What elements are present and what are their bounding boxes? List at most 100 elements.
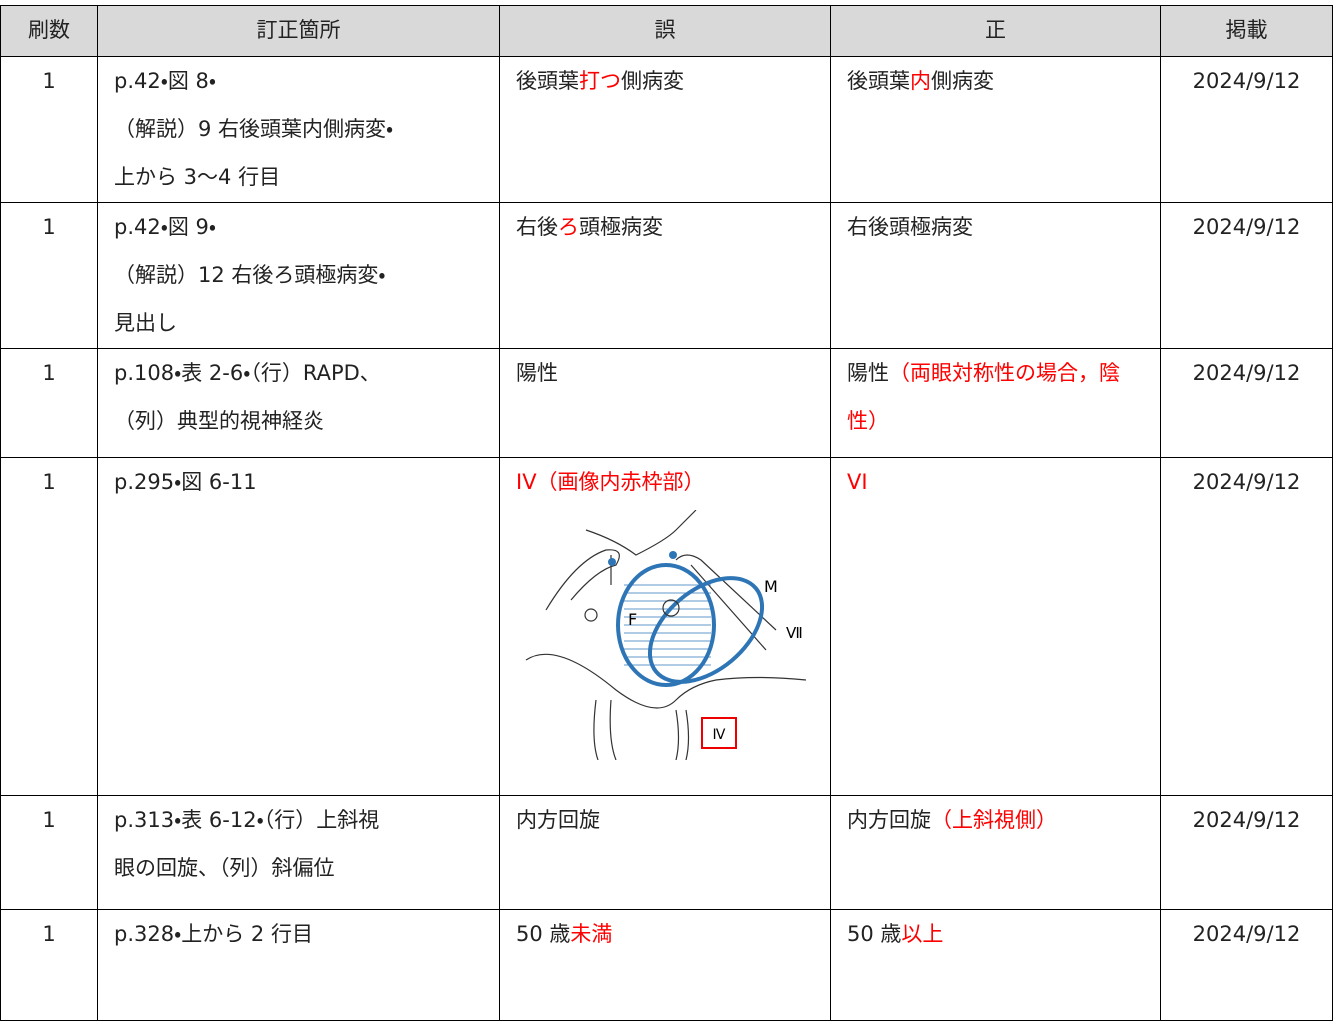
location-line: （解説）12 右後ろ頭極病変・ — [114, 263, 386, 287]
correct-cell: 陽性（両眼対称性の場合，陰性） — [830, 348, 1161, 458]
corrected-text: （上斜視側） — [931, 808, 1057, 832]
wrong-cell: 後頭葉打つ側病変 — [499, 56, 831, 203]
figure-label: Ⅳ — [713, 727, 726, 743]
location-line: 上から 3～4 行目 — [114, 165, 281, 189]
text: 側病変 — [931, 69, 994, 93]
location-line: p.295・図 6-11 — [114, 470, 257, 494]
figure-label: Ⅶ — [786, 624, 803, 642]
correct-cell: 50 歳以上 — [830, 909, 1161, 1021]
header-cell: 刷数 — [0, 5, 98, 57]
location-cell: p.108・表 2-6・（行）RAPD、 （列）典型的視神経炎 — [97, 348, 500, 458]
table-row: 1 p.42・図 9・ （解説）12 右後ろ頭極病変・ 見出し 右後ろ頭極病変 右後頭極病… — [0, 202, 1333, 349]
cell-text: 50 歳未満 — [516, 911, 814, 959]
text: 右後頭極病変 — [847, 215, 973, 239]
corrected-text: 内 — [910, 69, 931, 93]
corrected-text: 未満 — [570, 922, 613, 946]
figure-label: F — [628, 610, 637, 629]
date-cell: 2024/9/12 — [1160, 457, 1333, 796]
header-cell: 掲載 — [1160, 5, 1333, 57]
correct-cell: 後頭葉内側病変 — [830, 56, 1161, 203]
corrected-text: ろ — [558, 215, 579, 239]
location-cell: p.42・図 8・ （解説）9 右後頭葉内側病変・ 上から 3～4 行目 — [97, 56, 500, 203]
corrected-text: （両眼対称性の場合，陰性） — [847, 361, 1120, 433]
header-row: 刷数 訂正箇所誤正掲載 — [0, 5, 1333, 57]
wrong-cell: IV（画像内赤枠部） M F Ⅶ Ⅳ — [499, 457, 831, 796]
header-cell: 訂正箇所 — [97, 5, 500, 57]
header-cell: 誤 — [499, 5, 831, 57]
wrong-cell: 50 歳未満 — [499, 909, 831, 1021]
text: 内方回旋 — [847, 808, 931, 832]
printing-cell: 1 — [0, 457, 98, 796]
blue-region — [647, 576, 765, 684]
text: 後頭葉 — [847, 69, 910, 93]
wrong-cell: 右後ろ頭極病変 — [499, 202, 831, 349]
text: 内方回旋 — [516, 808, 600, 832]
figure-label: M — [764, 577, 778, 596]
cell-text: VI — [847, 459, 1144, 507]
cell-text: IV（画像内赤枠部） — [516, 459, 814, 507]
printing-cell: 1 — [0, 348, 98, 458]
cell-text: 陽性 — [516, 350, 814, 398]
location-line: p.42・図 9・ — [114, 215, 217, 239]
corrected-text: 打つ — [579, 69, 621, 93]
errata-table: 刷数 訂正箇所誤正掲載 1 p.42・図 8・ （解説）9 右後頭葉内側病変・ 上から … — [0, 5, 1333, 1021]
corrected-text: IV（画像内赤枠部） — [516, 470, 705, 494]
text: 50 歳 — [847, 922, 902, 946]
blue-region — [616, 563, 716, 687]
wrong-cell: 陽性 — [499, 348, 831, 458]
table-row: 1 p.313・表 6-12・（行）上斜視 眼の回旋、（列）斜偏位 内方回旋 内方回旋（… — [0, 795, 1333, 910]
blue-dot — [608, 558, 616, 566]
cell-text: 後頭葉打つ側病変 — [516, 58, 814, 106]
corrected-text: 以上 — [901, 922, 944, 946]
red-frame — [701, 717, 737, 749]
blue-dot — [669, 551, 677, 559]
location-cell: p.328・上から 2 行目 — [97, 909, 500, 1021]
text: 陽性 — [516, 361, 558, 385]
outline — [584, 608, 598, 622]
date-cell: 2024/9/12 — [1160, 202, 1333, 349]
outline — [525, 510, 807, 709]
text: 右後 — [516, 215, 558, 239]
correct-cell: 内方回旋（上斜視側） — [830, 795, 1161, 910]
header-cell: 正 — [830, 5, 1161, 57]
cell-text: 後頭葉内側病変 — [847, 58, 1144, 106]
cell-text: 内方回旋 — [516, 797, 814, 845]
location-line: （列）典型的視神経炎 — [114, 409, 324, 433]
table-row: 1 p.42・図 8・ （解説）9 右後頭葉内側病変・ 上から 3～4 行目 後頭葉打つ… — [0, 56, 1333, 203]
location-line: （解説）9 右後頭葉内側病変・ — [114, 117, 394, 141]
location-line: 見出し — [114, 311, 177, 335]
date-cell: 2024/9/12 — [1160, 795, 1333, 910]
cell-text: 右後ろ頭極病変 — [516, 204, 814, 252]
table-row: 1 p.295・図 6-11 IV（画像内赤枠部） M F Ⅶ Ⅳ VI 2024/9/12 — [0, 457, 1333, 796]
cell-text: 50 歳以上 — [847, 911, 1144, 959]
table-row: 1 p.108・表 2-6・（行）RAPD、 （列）典型的視神経炎 陽性 陽性（両眼対称… — [0, 348, 1333, 458]
outline — [593, 554, 777, 760]
wrong-cell: 内方回旋 — [499, 795, 831, 910]
printing-cell: 1 — [0, 202, 98, 349]
table-body: 1 p.42・図 8・ （解説）9 右後頭葉内側病変・ 上から 3～4 行目 後頭葉打つ… — [0, 56, 1333, 1021]
printing-cell: 1 — [0, 795, 98, 910]
text: 後頭葉 — [516, 69, 579, 93]
text: 50 歳 — [516, 922, 571, 946]
location-line: p.313・表 6-12・（行）上斜視 — [114, 808, 380, 832]
date-cell: 2024/9/12 — [1160, 56, 1333, 203]
text: 陽性 — [847, 361, 889, 385]
printing-cell: 1 — [0, 909, 98, 1021]
date-cell: 2024/9/12 — [1160, 348, 1333, 458]
location-line: p.42・図 8・ — [114, 69, 217, 93]
correct-cell: 右後頭極病変 — [830, 202, 1161, 349]
correct-cell: VI — [830, 457, 1161, 796]
location-cell: p.313・表 6-12・（行）上斜視 眼の回旋、（列）斜偏位 — [97, 795, 500, 910]
figure: M F Ⅶ Ⅳ — [525, 510, 807, 760]
location-cell: p.295・図 6-11 — [97, 457, 500, 796]
location-cell: p.42・図 9・ （解説）12 右後ろ頭極病変・ 見出し — [97, 202, 500, 349]
cell-text: 陽性（両眼対称性の場合，陰性） — [847, 350, 1144, 446]
location-line: 眼の回旋、（列）斜偏位 — [114, 856, 335, 880]
date-cell: 2024/9/12 — [1160, 909, 1333, 1021]
text: 側病変 — [621, 69, 684, 93]
location-line: p.328・上から 2 行目 — [114, 922, 313, 946]
outline — [545, 549, 620, 611]
cell-text: 右後頭極病変 — [847, 204, 1144, 252]
cell-text: 内方回旋（上斜視側） — [847, 797, 1144, 845]
